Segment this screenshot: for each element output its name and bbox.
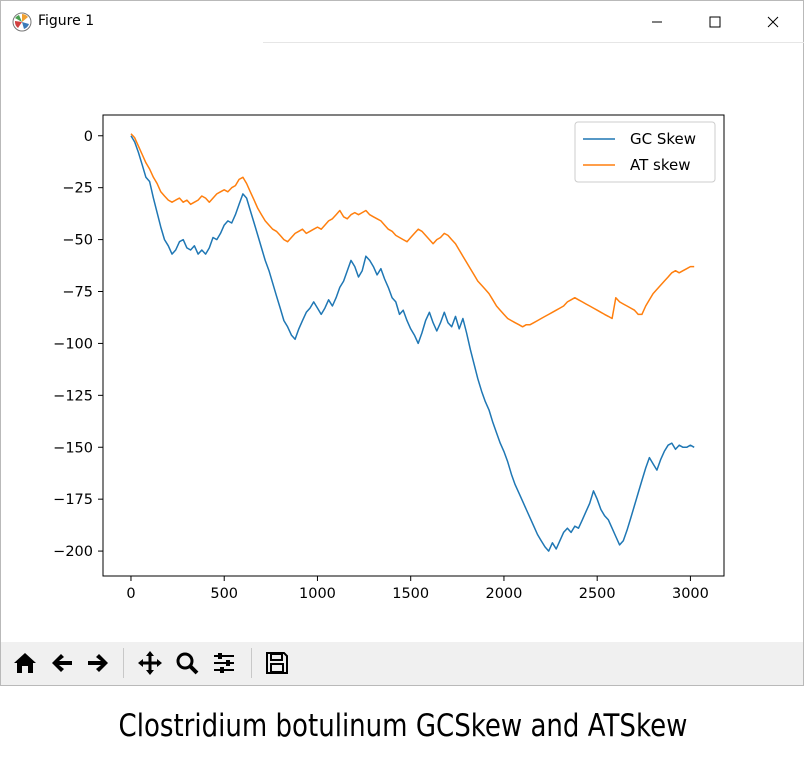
save-button[interactable] [260, 646, 294, 680]
x-tick-label: 500 [210, 586, 238, 602]
floppy-disk-icon [266, 652, 288, 674]
legend [574, 121, 716, 183]
navigation-toolbar [1, 642, 803, 685]
y-tick-label: −125 [53, 388, 93, 404]
arrow-right-icon [88, 654, 108, 672]
home-button[interactable] [8, 646, 42, 680]
y-tick-label: −75 [62, 285, 93, 301]
x-tick-label: 2500 [579, 586, 616, 602]
configure-subplots-button[interactable] [207, 646, 241, 680]
magnifier-icon [176, 652, 199, 675]
x-tick-label: 3000 [672, 586, 709, 602]
x-tick-label: 1500 [392, 586, 429, 602]
toolbar-separator [251, 648, 252, 678]
move-icon [138, 651, 162, 675]
y-tick-label: −50 [62, 233, 93, 249]
x-tick-label: 1000 [299, 586, 336, 602]
title-bar[interactable]: Figure 1 [1, 1, 804, 43]
chart: 0 500 1000 1500 2000 2500 3000 0 −25 −50 −75 −100 −1… [53, 114, 725, 602]
series-line-at-skew [130, 133, 695, 328]
title-divider [263, 42, 804, 43]
minimize-button[interactable] [628, 1, 686, 43]
minimize-icon [652, 21, 662, 23]
forward-button[interactable] [81, 646, 115, 680]
y-tick-label: 0 [84, 129, 93, 145]
figure-caption: Clostridium botulinum GCSkew and ATSkew [118, 708, 688, 744]
back-button[interactable] [45, 646, 79, 680]
x-tick-label: 0 [126, 586, 135, 602]
toolbar-separator [123, 648, 124, 678]
arrow-left-icon [52, 654, 72, 672]
pan-button[interactable] [133, 646, 167, 680]
zoom-button[interactable] [170, 646, 204, 680]
matplotlib-logo-icon [12, 12, 32, 32]
y-tick-label: −150 [53, 440, 93, 456]
close-button[interactable] [744, 1, 802, 43]
y-tick-label: −100 [53, 336, 93, 352]
maximize-icon [709, 16, 721, 28]
maximize-button[interactable] [686, 1, 744, 43]
x-tick-label: 2000 [485, 586, 522, 602]
window-title: Figure 1 [38, 13, 95, 29]
series-line-gc-skew [130, 135, 695, 552]
legend-label: GC Skew [630, 130, 696, 148]
y-tick-label: −200 [53, 544, 93, 560]
y-tick-label: −25 [62, 181, 93, 197]
close-icon [767, 16, 779, 28]
sliders-icon [214, 653, 234, 673]
home-icon [14, 653, 36, 673]
y-tick-label: −175 [53, 492, 93, 508]
plot-area [102, 114, 725, 577]
legend-label: AT skew [630, 156, 691, 174]
figure-window: Figure 1 0 500 1000 1500 2000 2500 3000 0 −25 −50… [0, 0, 804, 686]
